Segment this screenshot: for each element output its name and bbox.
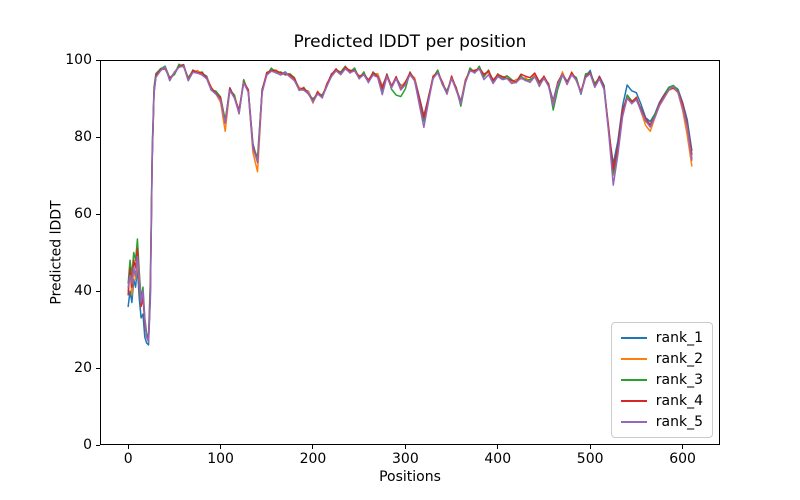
legend-label: rank_4 — [655, 393, 703, 409]
y-tick-label: 80 — [74, 128, 92, 145]
legend-item-rank_1: rank_1 — [620, 329, 703, 347]
y-tick-mark — [96, 59, 100, 61]
legend-label: rank_1 — [655, 330, 703, 346]
legend-label: rank_5 — [655, 414, 703, 430]
series-line-rank_3 — [127, 63, 693, 338]
legend-label: rank_2 — [655, 351, 703, 367]
series-line-rank_2 — [127, 65, 693, 340]
x-tick-label: 400 — [484, 451, 512, 467]
y-tick-mark — [96, 367, 100, 369]
x-tick-mark — [127, 445, 129, 449]
x-tick-mark — [312, 445, 314, 449]
legend-line-swatch — [620, 358, 647, 360]
x-tick-mark — [682, 445, 684, 449]
legend-line-swatch — [620, 400, 647, 402]
series-line-rank_1 — [127, 63, 693, 346]
x-axis-label: Positions — [379, 469, 441, 485]
legend-item-rank_5: rank_5 — [620, 413, 703, 431]
x-tick-label: 0 — [123, 451, 133, 467]
x-tick-label: 100 — [207, 451, 234, 467]
x-tick-mark — [589, 445, 591, 449]
y-tick-label: 100 — [65, 51, 92, 68]
series-plot — [127, 63, 693, 346]
y-tick-mark — [96, 444, 100, 446]
legend-item-rank_2: rank_2 — [620, 350, 703, 368]
x-tick-label: 200 — [299, 451, 327, 467]
y-tick-mark — [96, 136, 100, 138]
legend-item-rank_3: rank_3 — [620, 371, 703, 389]
legend: rank_1 rank_2 rank_3 rank_4 rank_5 — [610, 322, 713, 438]
x-tick-label: 600 — [669, 451, 696, 467]
x-tick-mark — [220, 445, 222, 449]
y-tick-label: 20 — [74, 359, 92, 376]
legend-line-swatch — [620, 421, 647, 423]
plot-area: rank_1 rank_2 rank_3 rank_4 rank_5 — [100, 60, 720, 445]
legend-line-swatch — [620, 379, 647, 381]
series-line-rank_4 — [127, 64, 693, 342]
y-tick-mark — [96, 290, 100, 292]
y-tick-label: 0 — [83, 436, 92, 453]
x-tick-mark — [404, 445, 406, 449]
legend-line-swatch — [620, 337, 647, 339]
x-tick-mark — [497, 445, 499, 449]
y-tick-label: 40 — [74, 282, 92, 299]
y-tick-mark — [96, 213, 100, 215]
y-axis-label: Predicted lDDT — [48, 200, 65, 305]
series-line-rank_5 — [127, 65, 693, 343]
legend-label: rank_3 — [655, 372, 703, 388]
chart-title: Predicted lDDT per position — [293, 32, 527, 52]
y-tick-label: 60 — [74, 205, 92, 222]
x-tick-label: 500 — [576, 451, 604, 467]
x-tick-label: 300 — [392, 451, 419, 467]
legend-item-rank_4: rank_4 — [620, 392, 703, 410]
